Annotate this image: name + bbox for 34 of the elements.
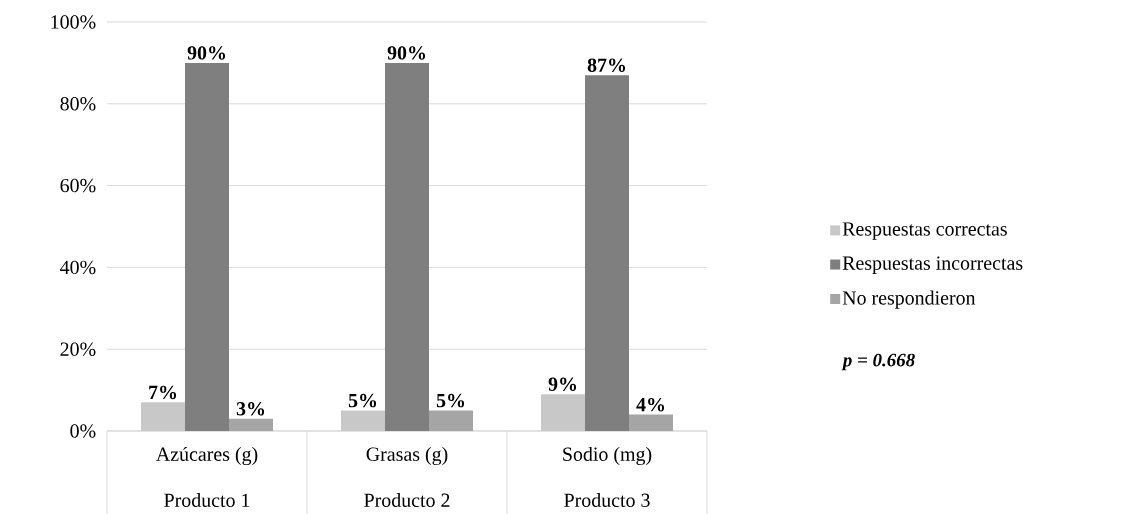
y-tick-label: 100% — [51, 15, 96, 29]
x-tick-label: Sodio (mg) — [563, 446, 652, 466]
y-tick-label: 80% — [60, 97, 96, 111]
y-tick-label: 40% — [60, 260, 96, 275]
legend-label: Respuestas incorrectas — [842, 256, 1023, 274]
data-label: 4% — [636, 397, 665, 412]
data-label: 5% — [348, 393, 377, 408]
bar — [185, 62, 230, 431]
data-label: 87% — [587, 58, 626, 72]
bar — [385, 62, 430, 431]
y-tick-label: 20% — [60, 342, 96, 356]
data-label: 90% — [387, 46, 426, 60]
legend-label: No respondieron — [842, 290, 976, 309]
bar — [629, 414, 674, 431]
data-label: 90% — [187, 46, 226, 60]
data-label: 7% — [149, 385, 177, 400]
y-tick-label: 0% — [70, 424, 96, 438]
bar — [541, 394, 586, 431]
bar — [229, 418, 274, 431]
text: p = 0.668 — [841, 353, 915, 371]
bar — [341, 410, 386, 431]
legend-label: Respuestas correctas — [842, 222, 1007, 240]
text: Producto 3 — [564, 492, 650, 507]
x-tick-label: Grasas (g) — [366, 446, 448, 466]
data-label: 5% — [436, 393, 465, 408]
text: Producto 1 — [164, 492, 250, 507]
text: Producto 2 — [364, 492, 450, 507]
bar — [585, 75, 630, 431]
data-label: 9% — [548, 377, 577, 391]
bar — [141, 402, 186, 431]
data-label: 3% — [236, 402, 265, 416]
y-tick-label: 60% — [60, 178, 96, 193]
bar — [429, 410, 474, 431]
x-tick-label: Azúcares (g) — [156, 446, 258, 466]
